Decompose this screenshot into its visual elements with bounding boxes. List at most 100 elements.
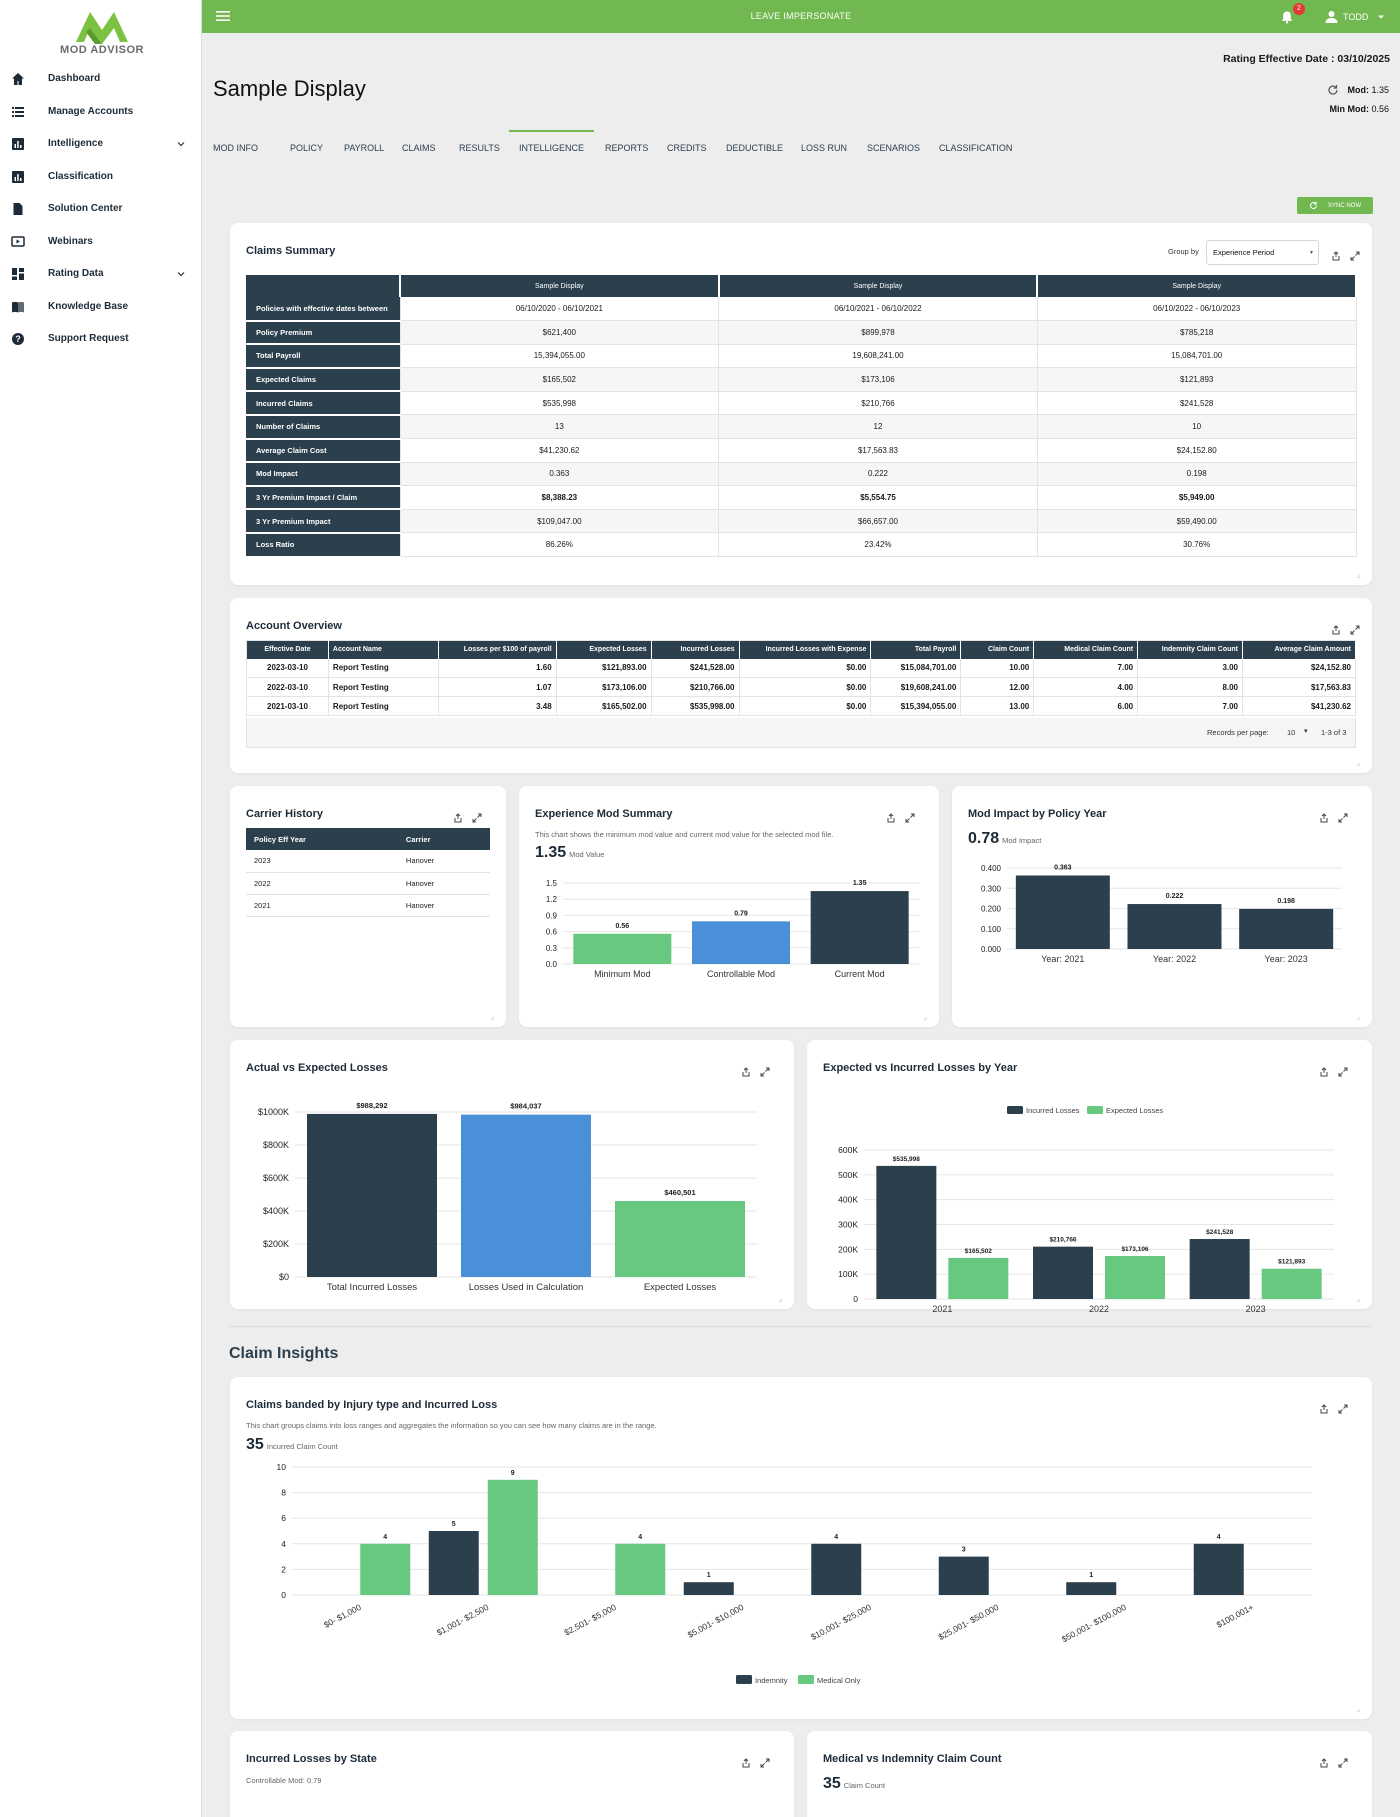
sidebar-item-dashboard[interactable]: Dashboard — [0, 64, 202, 94]
expand-icon[interactable] — [760, 1064, 770, 1077]
column-header[interactable]: Medical Claim Count — [1033, 640, 1139, 659]
column-header[interactable]: Incurred Losses — [651, 640, 740, 659]
expand-icon[interactable] — [472, 810, 482, 823]
resize-handle-icon[interactable]: ⌟ — [1356, 758, 1360, 767]
column-header[interactable]: Losses per $100 of payroll — [438, 640, 557, 659]
expand-icon[interactable] — [1338, 1755, 1348, 1768]
table-cell: $173,106.00 — [556, 677, 652, 697]
tab-payroll[interactable]: PAYROLL — [344, 143, 385, 153]
column-header[interactable]: Account Name — [328, 640, 439, 659]
y-tick-label: 0.0 — [546, 960, 558, 969]
tab-policy[interactable]: POLICY — [290, 143, 324, 153]
table-cell: $41,230.62 — [400, 438, 720, 463]
y-tick-label: $1000K — [258, 1107, 289, 1117]
table-cell: 23.42% — [718, 532, 1038, 558]
column-header[interactable]: Expected Losses — [556, 640, 652, 659]
sidebar-item-support-request[interactable]: ? Support Request — [0, 324, 202, 354]
tab-scenarios[interactable]: SCENARIOS — [867, 143, 921, 153]
sync-now-button[interactable]: SYNC NOW — [1297, 197, 1373, 214]
expand-icon[interactable] — [1350, 622, 1360, 635]
column-header[interactable]: Effective Date — [246, 640, 329, 659]
tab-loss-run[interactable]: LOSS RUN — [801, 143, 848, 153]
claims-summary-table: Sample Display Sample Display Sample Displ… — [246, 275, 1357, 558]
data-label: $173,106 — [1121, 1246, 1148, 1253]
sidebar-item-classification[interactable]: Classification — [0, 162, 202, 192]
column-header[interactable]: Claim Count — [960, 640, 1035, 659]
share-icon[interactable] — [886, 810, 896, 823]
bar — [1015, 875, 1110, 949]
records-per-page-label: Records per page: — [1207, 728, 1269, 737]
resize-handle-icon[interactable]: ⌟ — [778, 1294, 782, 1303]
expand-icon[interactable] — [905, 810, 915, 823]
leave-impersonate-link[interactable]: LEAVE IMPERSONATE — [750, 11, 852, 21]
chart-icon — [12, 170, 24, 183]
tab-classification[interactable]: CLASSIFICATION — [939, 143, 1013, 153]
hamburger-menu-icon[interactable] — [216, 10, 230, 22]
column-header[interactable]: Indemnity Claim Count — [1137, 640, 1244, 659]
data-label: 9 — [511, 1470, 515, 1477]
column-header[interactable]: Total Payroll — [870, 640, 962, 659]
tab-mod-info[interactable]: MOD INFO — [213, 143, 258, 153]
document-icon — [13, 203, 23, 215]
expand-icon[interactable] — [1338, 1401, 1348, 1414]
expand-icon[interactable] — [760, 1755, 770, 1768]
data-label: $165,502 — [965, 1248, 992, 1255]
table-cell: 06/10/2020 - 06/10/2021 — [400, 297, 720, 322]
actual-vs-expected-chart: $0 $200K $400K $600K $800K $1000K $988,292 Tota… — [258, 1101, 757, 1293]
tab-results[interactable]: RESULTS — [459, 143, 500, 153]
resize-handle-icon[interactable]: ⌟ — [1356, 570, 1360, 579]
sidebar-item-intelligence[interactable]: Intelligence — [0, 129, 202, 159]
table-cell: $899,978 — [718, 320, 1038, 345]
resize-handle-icon[interactable]: ⌟ — [1356, 1294, 1360, 1303]
mod-advisor-logo[interactable]: MOD ADVISOR — [50, 8, 154, 56]
share-icon[interactable] — [453, 810, 463, 823]
column-header[interactable]: Incurred Losses with Expense — [739, 640, 872, 659]
chevron-down-icon[interactable] — [1377, 13, 1385, 21]
resize-handle-icon[interactable]: ⌟ — [923, 1012, 927, 1021]
share-glyph — [742, 1758, 750, 1768]
card-title: Experience Mod Summary — [535, 808, 673, 820]
tab-credits[interactable]: CREDITS — [667, 143, 707, 153]
refresh-icon[interactable] — [1327, 84, 1339, 96]
resize-handle-icon[interactable]: ⌟ — [490, 1012, 494, 1021]
tab-deductible[interactable]: DEDUCTIBLE — [726, 143, 784, 153]
chevron-down-icon[interactable] — [176, 139, 186, 149]
resize-handle-icon[interactable]: ⌟ — [1356, 1012, 1360, 1021]
expand-icon[interactable] — [1338, 1064, 1348, 1077]
mod-impact-chart: 0.000 0.100 0.200 0.300 0.400 0.363 Year: 2021… — [981, 864, 1342, 964]
sidebar-item-solution-center[interactable]: Solution Center — [0, 194, 202, 224]
y-tick-label: 2 — [281, 1564, 286, 1574]
tab-intelligence[interactable]: INTELLIGENCE — [509, 130, 594, 160]
share-icon[interactable] — [1319, 810, 1329, 823]
tab-claims[interactable]: CLAIMS — [402, 143, 436, 153]
share-icon[interactable] — [1331, 622, 1341, 635]
sidebar-item-rating-data[interactable]: Rating Data — [0, 259, 202, 289]
records-per-page-select[interactable]: 10 — [1287, 728, 1296, 737]
column-header: Sample Display — [718, 275, 1039, 297]
expand-icon[interactable] — [1338, 810, 1348, 823]
column-header[interactable]: Average Claim Amount — [1242, 640, 1356, 659]
share-icon[interactable] — [741, 1064, 751, 1077]
sidebar-item-knowledge-base[interactable]: Knowledge Base — [0, 292, 202, 322]
records-select-arrow-icon[interactable]: ▾ — [1304, 728, 1308, 735]
expand-icon[interactable] — [1350, 248, 1360, 261]
actual-vs-expected-card: Actual vs Expected Losses $0 $200K $400K $6… — [230, 1040, 794, 1309]
bar — [307, 1113, 437, 1277]
notification-bell-icon[interactable] — [1280, 10, 1294, 24]
chevron-down-icon[interactable] — [176, 269, 186, 279]
share-icon[interactable] — [1331, 248, 1341, 261]
table-cell: $8,388.23 — [400, 485, 720, 510]
y-tick-label: 0.000 — [981, 945, 1002, 954]
sidebar-item-manage-accounts[interactable]: Manage Accounts — [0, 97, 202, 127]
user-name[interactable]: TODD — [1343, 12, 1369, 22]
sidebar-item-webinars[interactable]: Webinars — [0, 227, 202, 257]
group-by-select[interactable]: Experience Period ▾ — [1206, 240, 1319, 265]
group-by-value: Experience Period — [1213, 248, 1275, 257]
share-icon[interactable] — [1319, 1755, 1329, 1768]
resize-handle-icon[interactable]: ⌟ — [1356, 1704, 1360, 1713]
share-icon[interactable] — [1319, 1401, 1329, 1414]
tab-reports[interactable]: REPORTS — [605, 143, 649, 153]
share-icon[interactable] — [1319, 1064, 1329, 1077]
share-icon[interactable] — [741, 1755, 751, 1768]
user-icon[interactable] — [1325, 10, 1338, 23]
